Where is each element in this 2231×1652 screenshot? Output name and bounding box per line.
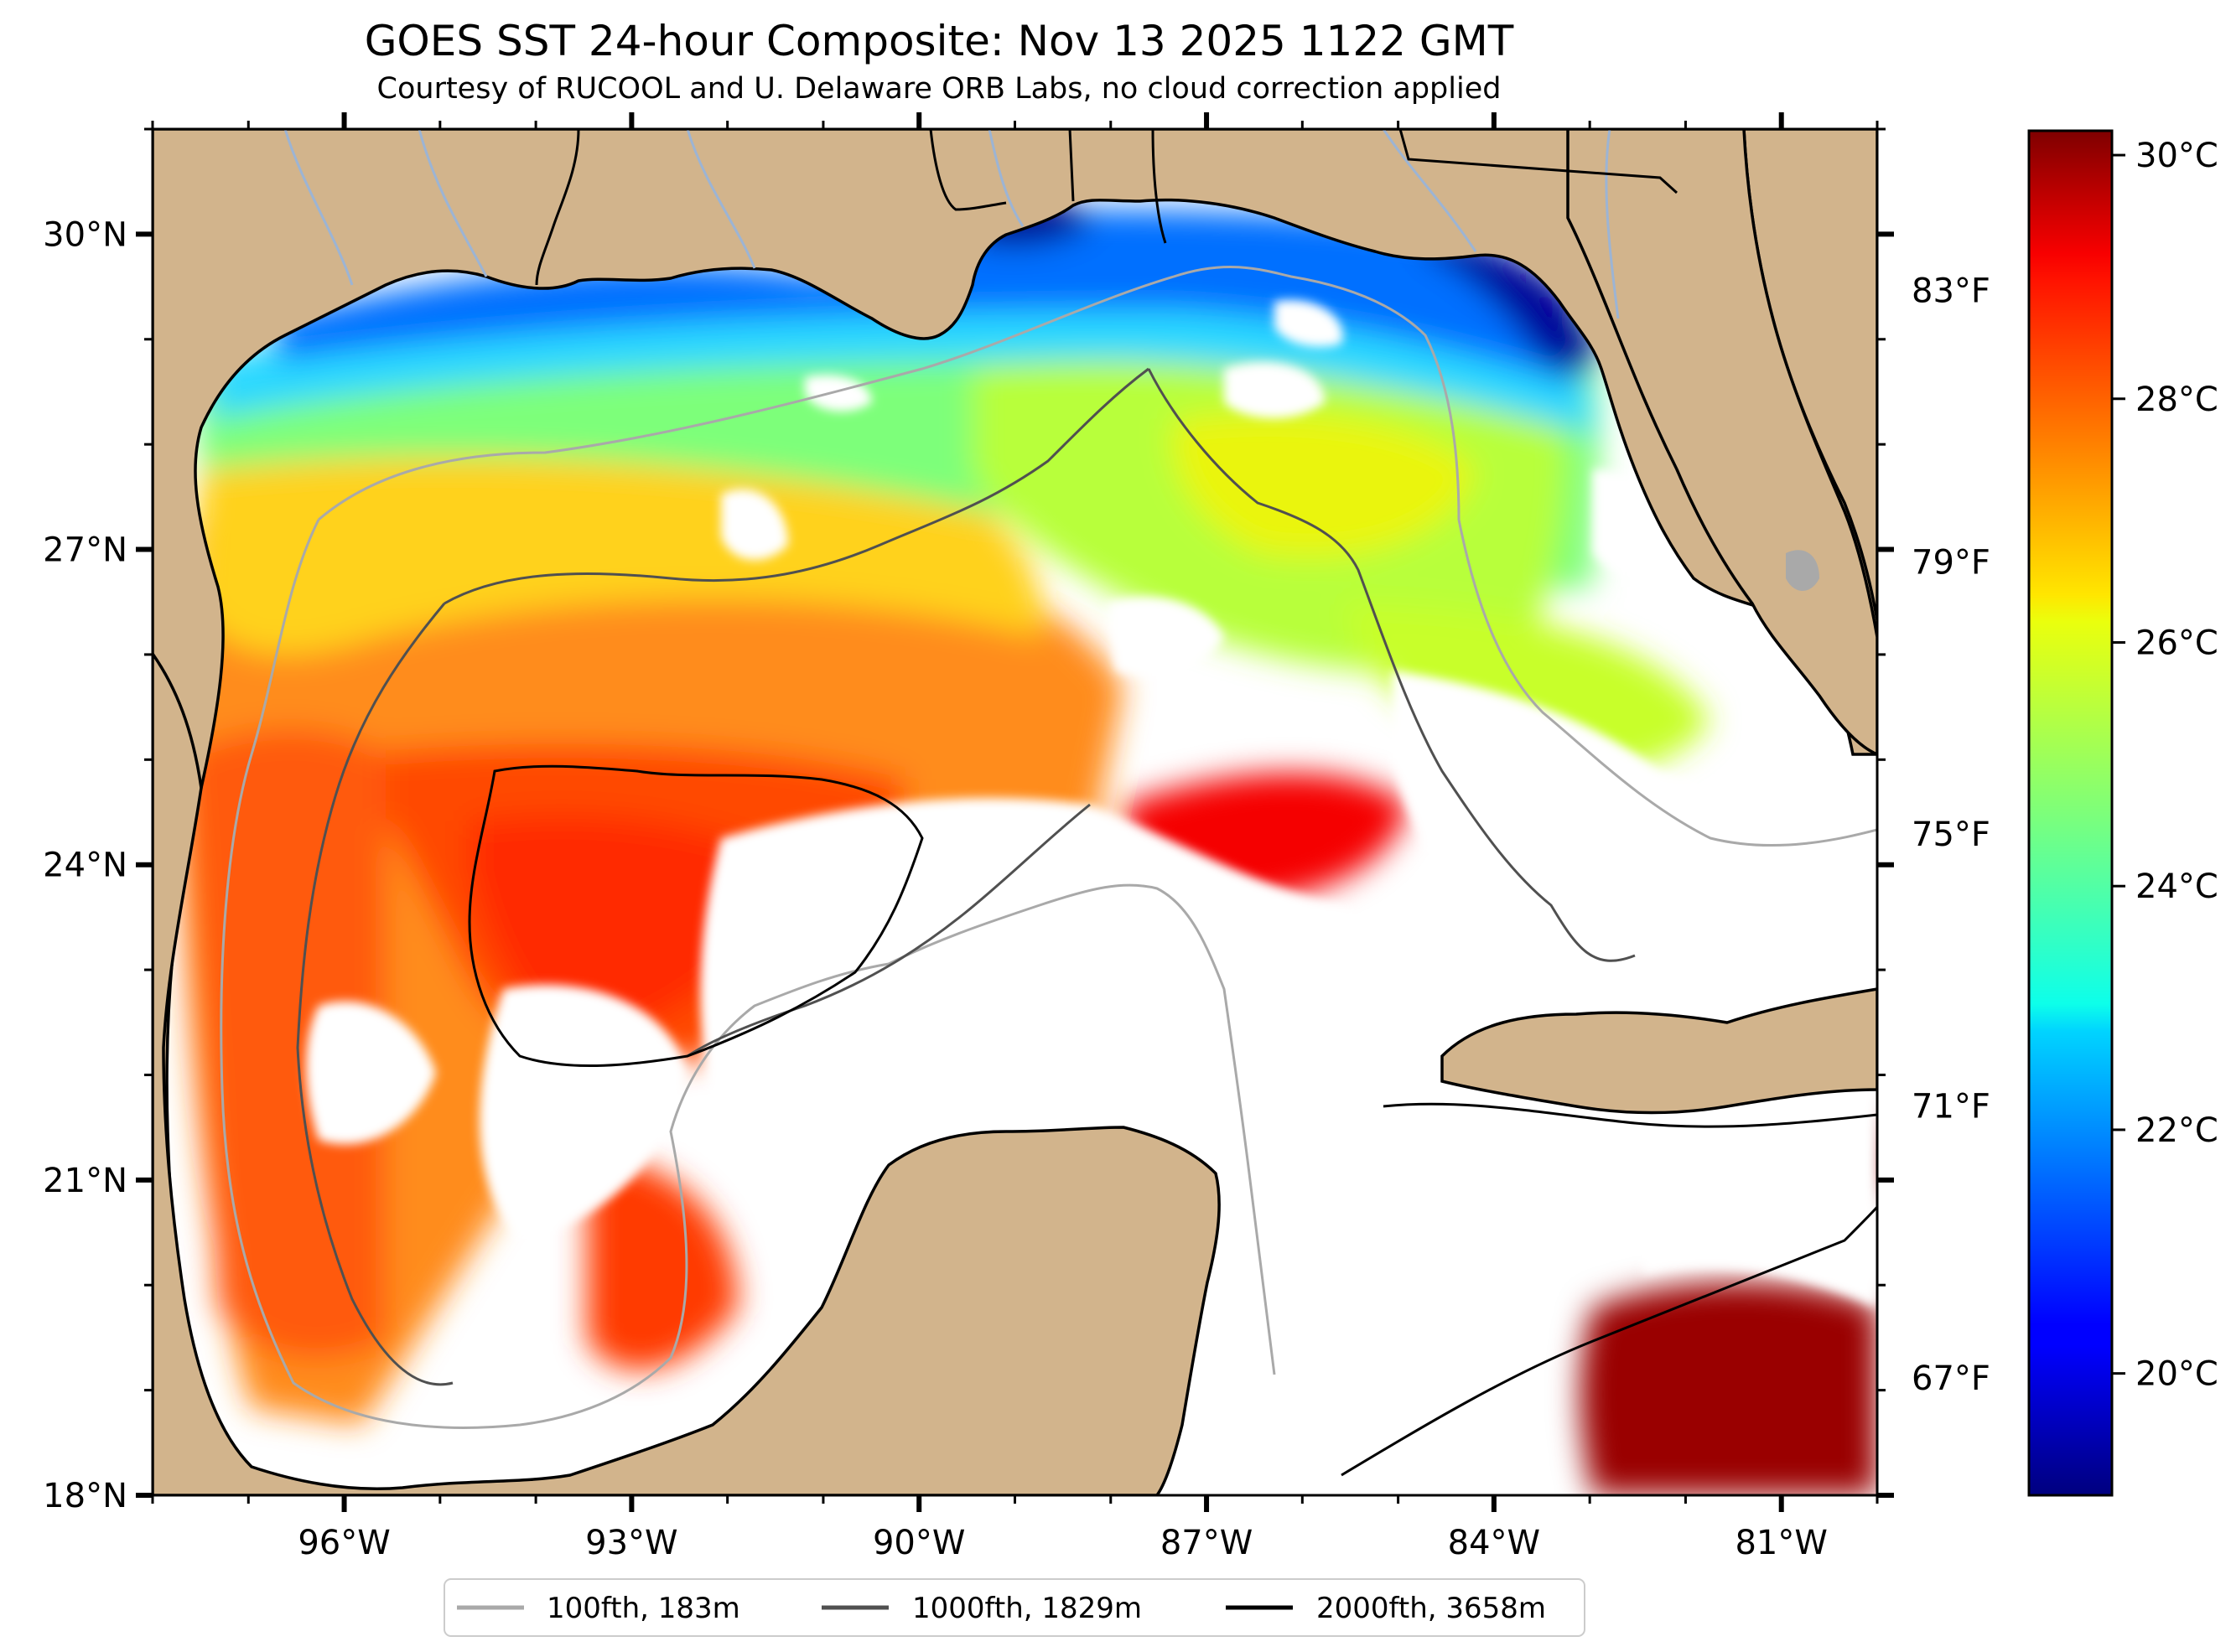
fahrenheit-tick-label: 71°F bbox=[1912, 1087, 1990, 1126]
fahrenheit-tick-label: 67°F bbox=[1912, 1359, 1990, 1398]
lat-tick-label: 27°N bbox=[43, 531, 127, 570]
state-borders bbox=[535, 129, 1678, 286]
lat-tick-label: 24°N bbox=[43, 847, 127, 885]
lon-tick-label: 96°W bbox=[298, 1524, 390, 1562]
lake-okeechobee bbox=[1786, 550, 1819, 591]
contour-100fth bbox=[220, 266, 1877, 1429]
lat-tick-label: 18°N bbox=[43, 1477, 127, 1515]
colorbar-tick-label: 20°C bbox=[2135, 1355, 2218, 1394]
map-panel[interactable] bbox=[153, 129, 1877, 1495]
longitude-labels: 96°W 93°W 90°W 87°W 84°W 81°W bbox=[298, 112, 1828, 1562]
land bbox=[153, 129, 1877, 1495]
latitude-labels: 30°N 27°N 24°N 21°N 18°N bbox=[43, 215, 1894, 1515]
contour-1000fth bbox=[296, 367, 1636, 1386]
land-cuba bbox=[1440, 987, 1877, 1115]
lon-tick-label: 93°W bbox=[585, 1524, 677, 1562]
fahrenheit-labels: 83°F 79°F 75°F 71°F 67°F bbox=[1912, 272, 1990, 1397]
land-mexico bbox=[153, 650, 1221, 1495]
legend-label-2000fth: 2000fth, 3658m bbox=[1316, 1592, 1546, 1625]
lat-tick-label: 30°N bbox=[43, 215, 127, 254]
lat-tick-label: 21°N bbox=[43, 1162, 127, 1200]
rivers bbox=[283, 129, 1620, 319]
figure-subtitle: Courtesy of RUCOOL and U. Delaware ORB L… bbox=[376, 72, 1502, 106]
fahrenheit-tick-label: 83°F bbox=[1912, 272, 1990, 310]
colorbar-ticks: 30°C 28°C 26°C 24°C 22°C 20°C bbox=[2112, 137, 2218, 1394]
lon-tick-label: 87°W bbox=[1160, 1524, 1253, 1562]
lon-tick-label: 81°W bbox=[1735, 1524, 1827, 1562]
contour-legend: 100fth, 183m 1000fth, 1829m 2000fth, 365… bbox=[444, 1578, 1585, 1637]
colorbar-tick-label: 24°C bbox=[2135, 867, 2218, 906]
sst-field bbox=[176, 129, 1877, 1495]
land-florida bbox=[1566, 129, 1877, 756]
colorbar: 30°C 28°C 26°C 24°C 22°C 20°C bbox=[2027, 129, 2218, 1497]
colorbar-tick-label: 22°C bbox=[2135, 1111, 2218, 1150]
colorbar-tick-label: 26°C bbox=[2135, 624, 2218, 663]
legend-box bbox=[444, 1578, 1585, 1637]
contour-2000fth bbox=[468, 764, 1877, 1477]
colorbar-tick-label: 30°C bbox=[2135, 137, 2218, 175]
legend-label-1000fth: 1000fth, 1829m bbox=[912, 1592, 1142, 1625]
lon-tick-label: 84°W bbox=[1448, 1524, 1540, 1562]
colorbar-tick-label: 28°C bbox=[2135, 381, 2218, 419]
fahrenheit-tick-label: 75°F bbox=[1912, 816, 1990, 854]
lon-tick-label: 90°W bbox=[873, 1524, 965, 1562]
fahrenheit-tick-label: 79°F bbox=[1912, 544, 1990, 583]
bathymetry-contours bbox=[220, 266, 1877, 1477]
no-data-clouds bbox=[306, 300, 1877, 1308]
colorbar-gradient bbox=[2027, 129, 2114, 1497]
legend-label-100fth: 100fth, 183m bbox=[547, 1592, 740, 1625]
figure-title: GOES SST 24-hour Composite: Nov 13 2025 … bbox=[364, 17, 1514, 65]
